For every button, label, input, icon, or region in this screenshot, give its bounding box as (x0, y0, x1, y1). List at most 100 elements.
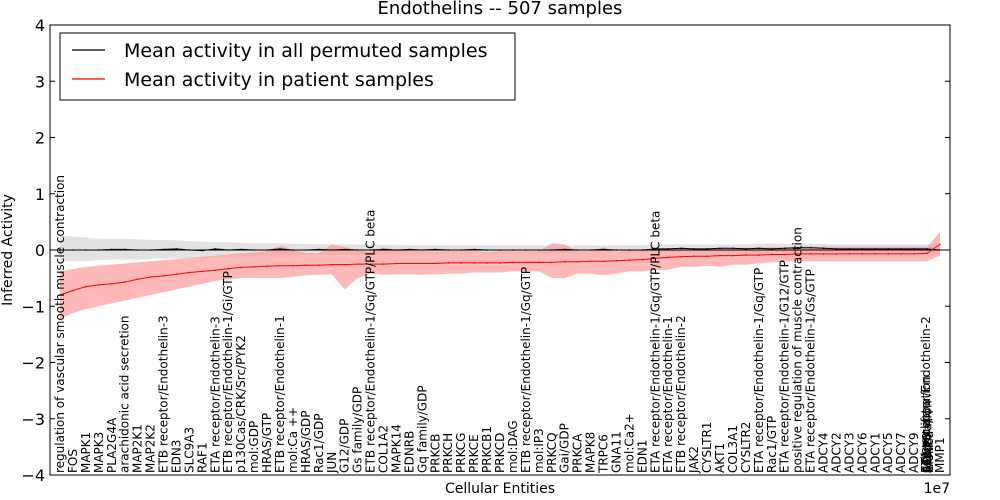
permuted-point (98, 249, 100, 251)
permuted-point (913, 248, 915, 250)
x-tick-label: PRKCB (428, 434, 442, 473)
permuted-point (758, 247, 760, 250)
x-tick-label: ADCY6 (855, 432, 869, 473)
x-tick-label: mol:DAG (506, 420, 520, 473)
patient-point (369, 263, 372, 265)
patient-point (525, 261, 527, 264)
permuted-point (59, 249, 61, 251)
x-tick-label: COL1A2 (377, 425, 391, 473)
x-tick-label: JAK2 (687, 446, 701, 474)
permuted-point (421, 249, 424, 251)
permuted-point (201, 249, 204, 252)
y-tick-label: −3 (21, 410, 45, 429)
permuted-point (809, 246, 812, 249)
permuted-point (434, 248, 437, 251)
permuted-point (214, 248, 217, 250)
x-tick-label: G12/GDP (338, 419, 352, 473)
permuted-point (796, 246, 799, 249)
x-tick-label: ADCY8 (920, 432, 934, 473)
patient-point (822, 253, 825, 255)
legend-box (59, 32, 516, 101)
permuted-point (447, 249, 450, 251)
patient-point (214, 269, 217, 272)
patient-point (563, 261, 566, 263)
patient-point (72, 289, 74, 292)
patient-point (318, 264, 320, 266)
permuted-point (680, 247, 682, 250)
patient-point (887, 253, 890, 255)
legend: Mean activity in all permuted samples Mea… (59, 32, 516, 101)
x-tick-label: CYSLTR1 (700, 422, 714, 473)
patient-point (266, 265, 268, 268)
permuted-point (615, 249, 618, 251)
patient-point (641, 258, 644, 261)
permuted-point (861, 248, 864, 250)
y-tick-label: 0 (35, 241, 45, 260)
patient-point (253, 266, 255, 268)
permuted-point (887, 248, 890, 250)
patient-point (499, 262, 501, 264)
patient-point (279, 264, 281, 267)
patient-point (939, 243, 941, 246)
permuted-point (693, 248, 695, 250)
x-tick-label: Rac1/GDP (312, 414, 326, 473)
permuted-point (550, 249, 553, 251)
x-tick-label: COL3A1 (726, 425, 740, 473)
patient-point (719, 254, 721, 257)
patient-point (486, 262, 488, 264)
patient-point (473, 262, 475, 264)
x-tick-label: PRKCE (467, 434, 481, 473)
y-tick-label: 3 (35, 72, 45, 91)
permuted-point (939, 249, 941, 251)
x-tick-label: EDN3 (169, 440, 183, 473)
y-axis-label: Inferred Activity (0, 194, 16, 306)
permuted-point (85, 249, 87, 251)
x-tick-label: PRKCB1 (480, 426, 494, 473)
x-tick-label: PRKCH (441, 433, 455, 473)
x-tick-label: ETA receptor/Endothelin-1/Gq/GTP (752, 268, 766, 473)
y-tick-label: −2 (21, 354, 45, 373)
x-tick-label: ADCY5 (881, 432, 895, 473)
x-tick-label: GNA11 (609, 431, 623, 473)
permuted-point (732, 247, 734, 250)
activity-bands (60, 232, 940, 319)
patient-point (835, 253, 838, 255)
permuted-point (460, 249, 462, 251)
patient-point (240, 266, 242, 269)
patient-point (550, 261, 553, 264)
x-tick-label: MAP2K2 (144, 424, 158, 473)
patient-point (861, 253, 864, 255)
x-tick-label: mol:IP3 (532, 428, 546, 473)
x-tick-label: Gs family/GDP (351, 387, 365, 473)
permuted-point (654, 248, 657, 250)
x-tick-label: HRAS/GTP (260, 413, 274, 473)
x-tick-label: MMP1 (933, 437, 947, 473)
patient-point (59, 294, 61, 296)
y-tick-label: −1 (21, 297, 45, 316)
x-tick-label-overlap: vasodilation (921, 400, 935, 473)
patient-point (382, 263, 385, 265)
permuted-point (900, 248, 902, 250)
permuted-point (343, 248, 346, 251)
patient-point (201, 270, 204, 273)
patient-point (85, 285, 87, 288)
patient-point (900, 253, 902, 255)
x-tick-label: ADCY4 (817, 432, 831, 473)
x-tick-label: EDN1 (635, 440, 649, 473)
patient-point (460, 262, 462, 264)
patient-point (305, 264, 307, 266)
patient-point (693, 255, 695, 257)
patient-band (60, 232, 940, 319)
patient-point (395, 262, 398, 265)
x-tick-label: MAPK3 (92, 432, 106, 473)
permuted-point (110, 248, 113, 251)
x-tick-label: CYSLTR2 (739, 422, 753, 473)
patient-point (421, 262, 424, 265)
permuted-point (240, 248, 242, 251)
x-tick-label: SLC9A3 (182, 427, 196, 473)
x-tick-label: arachidonic acid secretion (118, 316, 132, 473)
permuted-point (602, 248, 605, 251)
permuted-point (188, 249, 191, 251)
x-tick-label-overlap: mol:Ca ++ (922, 407, 936, 473)
